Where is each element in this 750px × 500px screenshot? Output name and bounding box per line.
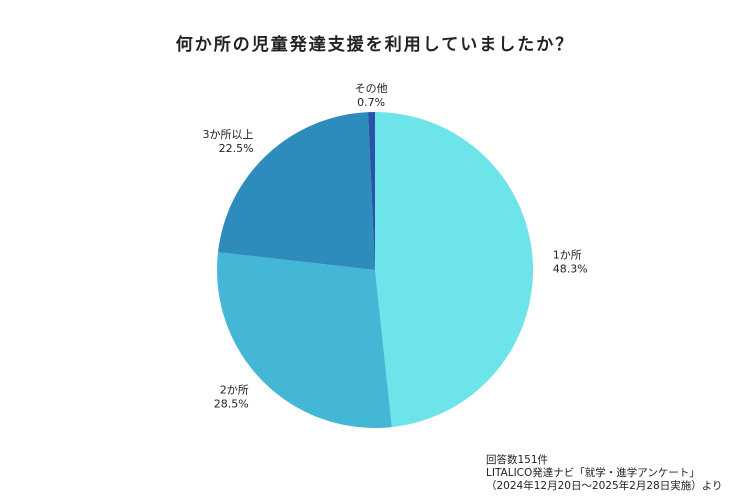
slice-category-label: 2か所 [220, 383, 249, 396]
source-response-count: 回答数151件 [486, 454, 549, 466]
slice-category-label: その他 [355, 82, 388, 95]
source-note: 回答数151件 LITALICO発達ナビ「就学・進学アンケート」 （2024年1… [486, 454, 723, 493]
slice-label-4: その他 0.7% [355, 82, 388, 109]
slice-label-1: 1か所 48.3% [553, 248, 588, 275]
slice-value-label: 0.7% [357, 96, 385, 109]
slice-value-label: 48.3% [553, 262, 588, 275]
chart-title: 何か所の児童発達支援を利用していましたか？ [175, 35, 575, 55]
source-survey-name: LITALICO発達ナビ「就学・進学アンケート」 [486, 467, 700, 479]
slice-label-3: 3か所以上 22.5% [203, 128, 254, 155]
pie-labels: 1か所 48.3% 2か所 28.5% 3か所以上 22.5% その他 0.7% [203, 82, 588, 410]
slice-category-label: 3か所以上 [203, 128, 254, 141]
slice-value-label: 22.5% [219, 142, 254, 155]
pie-slice-3 [218, 112, 375, 270]
slice-value-label: 28.5% [214, 397, 249, 410]
pie-slice-4 [368, 112, 375, 270]
slice-category-label: 1か所 [553, 248, 582, 261]
pie-slice-1 [375, 112, 533, 428]
pie-slices [217, 112, 533, 428]
source-survey-period: （2024年12月20日～2025年2月28日実施）より [486, 480, 723, 492]
slice-label-2: 2か所 28.5% [214, 383, 249, 410]
pie-slice-2 [217, 252, 392, 428]
